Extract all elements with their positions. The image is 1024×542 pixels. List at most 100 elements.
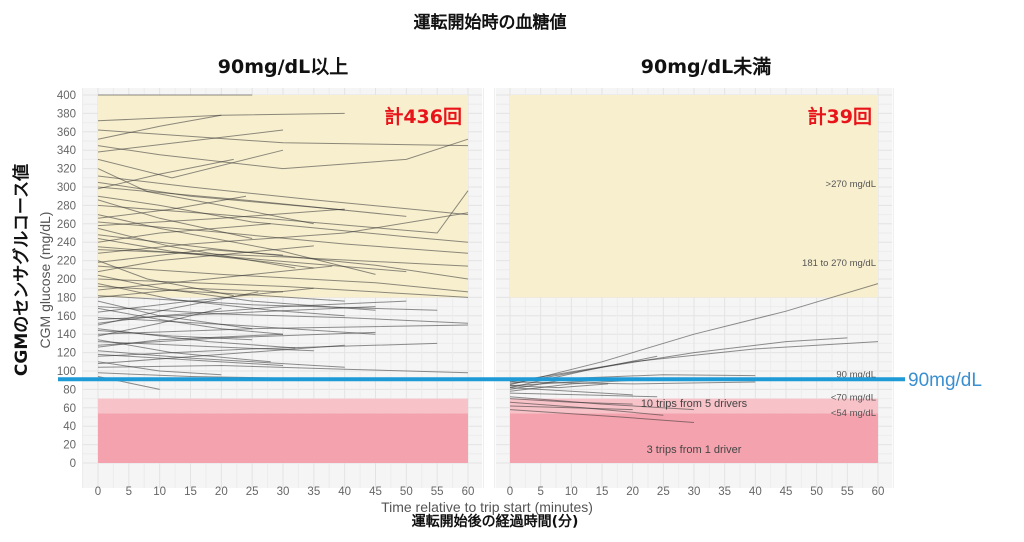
left-panel: 0 5 10 15 20 25 30 35 40 45 50 55 60 0 20 40 60 80 100 120 1…: [57, 88, 484, 498]
glucose-trace: [509, 383, 609, 389]
band-label: <70 mg/dL: [831, 392, 876, 403]
y-axis-label-jp: CGMのセンサグルコース値: [11, 164, 32, 376]
x-tick-label: 30: [277, 486, 290, 498]
glucose-trace: [97, 344, 345, 365]
x-tick-label: 60: [872, 486, 885, 498]
glucose-trace: [97, 330, 253, 341]
x-tick-label: 10: [153, 486, 166, 498]
figure-title: 運転開始時の血糖値: [414, 12, 567, 33]
x-tick-label: 25: [657, 486, 670, 498]
x-tick-label: 55: [841, 486, 854, 498]
x-tick-label: 55: [431, 486, 444, 498]
glucose-trace: [97, 295, 438, 311]
glucose-trace: [97, 324, 469, 335]
glucose-trace: [97, 317, 376, 335]
y-tick-label: 100: [57, 366, 76, 378]
glucose-trace: [97, 291, 259, 326]
glucose-trace: [97, 278, 469, 298]
glucose-trace: [97, 285, 345, 302]
glucose-trace: [97, 274, 376, 311]
y-tick-label: 0: [70, 458, 76, 470]
y-tick-label: 120: [57, 348, 76, 360]
glucose-trace: [97, 300, 407, 324]
x-tick-label: 45: [780, 486, 793, 498]
reference-line-label: 90mg/dL: [908, 370, 982, 391]
y-tick-label: 40: [63, 421, 76, 433]
y-tick-label: 60: [63, 403, 76, 415]
y-tick-label: 280: [57, 200, 76, 212]
glucose-trace: [97, 307, 284, 335]
x-tick-label: 50: [400, 486, 413, 498]
glucose-trace: [97, 287, 314, 313]
left-panel-title: 90mg/dL以上: [218, 56, 349, 78]
glucose-band: [510, 413, 878, 463]
glucose-trace: [509, 387, 633, 396]
band-label: 90 mg/dL: [836, 369, 876, 380]
x-tick-label: 60: [462, 486, 475, 498]
glucose-trace: [509, 381, 756, 385]
glucose-trace: [97, 306, 469, 324]
glucose-trace: [97, 129, 469, 147]
glucose-trace: [509, 396, 695, 411]
y-tick-label: 80: [63, 384, 76, 396]
glucose-trace: [97, 212, 469, 254]
y-tick-label: 300: [57, 182, 76, 194]
trip-count-label: 計39回: [808, 105, 872, 128]
glucose-trace: [97, 149, 284, 179]
glucose-trace: [509, 392, 658, 398]
y-tick-label: 140: [57, 329, 76, 341]
glucose-trace: [509, 405, 633, 411]
y-tick-label: 180: [57, 292, 76, 304]
glucose-trace: [97, 186, 407, 217]
glucose-trace: [97, 223, 271, 243]
glucose-trace: [97, 364, 469, 374]
x-tick-label: 15: [596, 486, 609, 498]
y-tick-label: 200: [57, 274, 76, 286]
trip-annotation: 3 trips from 1 driver: [647, 444, 742, 456]
y-tick-label: 380: [57, 108, 76, 120]
x-tick-label: 50: [810, 486, 823, 498]
x-tick-label: 30: [688, 486, 701, 498]
glucose-trace: [97, 361, 222, 376]
glucose-trace: [97, 249, 469, 267]
glucose-trace: [509, 337, 848, 385]
glucose-band: [98, 413, 468, 463]
x-tick-label: 10: [565, 486, 578, 498]
y-tick-label: 160: [57, 311, 76, 323]
glucose-band: [98, 398, 468, 414]
x-tick-label: 40: [338, 486, 351, 498]
glucose-trace: [97, 238, 314, 269]
x-tick-label: 0: [95, 486, 101, 498]
band-label: 181 to 270 mg/dL: [802, 258, 876, 269]
x-tick-label: 35: [718, 486, 731, 498]
glucose-trace: [97, 245, 314, 273]
y-tick-label: 20: [63, 440, 76, 452]
x-tick-label: 5: [537, 486, 543, 498]
glucose-trace: [97, 283, 345, 317]
right-panel: 0 5 10 15 20 25 30 35 40 45 50 55 60 計39回 >270 mg/dL 18…: [494, 88, 894, 498]
trip-annotation: 10 trips from 5 drivers: [641, 398, 748, 410]
x-tick-label: 25: [246, 486, 259, 498]
y-tick-label: 360: [57, 127, 76, 139]
x-tick-label: 0: [507, 486, 513, 498]
x-tick-label: 20: [215, 486, 228, 498]
glucose-trace: [509, 409, 695, 423]
band-label: <54 mg/dL: [831, 408, 876, 419]
glucose-band: [510, 95, 878, 298]
glucose-trace: [97, 249, 284, 263]
x-axis-label-jp: 運転開始後の経過時間(分): [412, 513, 579, 530]
glucose-trace: [509, 341, 879, 383]
y-tick-label: 260: [57, 219, 76, 231]
x-tick-label: 45: [369, 486, 382, 498]
glucose-trace: [509, 283, 879, 386]
glucose-trace: [97, 214, 376, 275]
glucose-trace: [97, 208, 345, 227]
glucose-trace: [97, 195, 469, 243]
x-tick-label: 15: [184, 486, 197, 498]
y-tick-label: 400: [57, 90, 76, 102]
band-label: >270 mg/dL: [826, 179, 876, 190]
glucose-trace: [97, 307, 222, 337]
glucose-trace: [97, 158, 234, 190]
glucose-trace: [509, 398, 633, 405]
x-tick-label: 5: [126, 486, 132, 498]
